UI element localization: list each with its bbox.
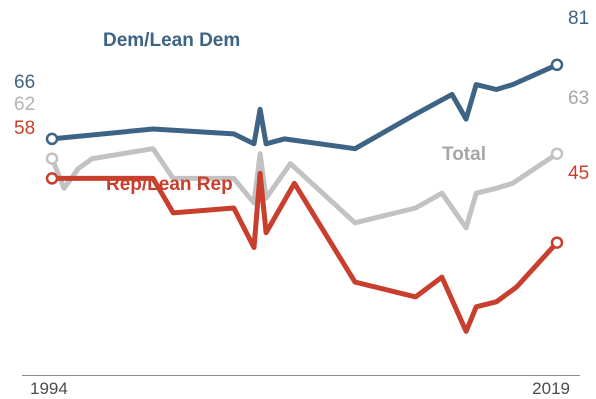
end-value-label-rep: 45 <box>568 163 589 184</box>
end-value-label-total: 63 <box>568 88 589 109</box>
series-label-dem: Dem/Lean Dem <box>103 30 240 51</box>
point-marker-total-end <box>550 147 564 160</box>
point-marker-rep-lean-rep-end <box>550 236 564 249</box>
point-marker-rep-lean-rep-start <box>45 172 59 185</box>
series-label-rep: Rep/Lean Rep <box>106 174 233 195</box>
series-markers <box>45 58 564 249</box>
end-value-label-dem: 81 <box>568 8 589 29</box>
point-marker-dem-lean-dem-end <box>550 58 564 72</box>
start-value-label-dem: 66 <box>14 72 35 93</box>
series-line-rep-lean-rep <box>49 170 560 334</box>
series-line-dem-lean-dem <box>49 62 560 152</box>
start-value-label-total: 62 <box>14 94 35 115</box>
series-lines <box>49 62 560 334</box>
point-marker-dem-lean-dem-start <box>45 132 59 146</box>
x-tick-label-end: 2019 <box>532 379 570 398</box>
series-label-total: Total <box>442 144 486 165</box>
point-marker-total-start <box>45 152 59 165</box>
x-tick-label-start: 1994 <box>30 379 68 398</box>
series-line-total <box>49 146 560 231</box>
start-value-label-rep: 58 <box>14 118 35 139</box>
